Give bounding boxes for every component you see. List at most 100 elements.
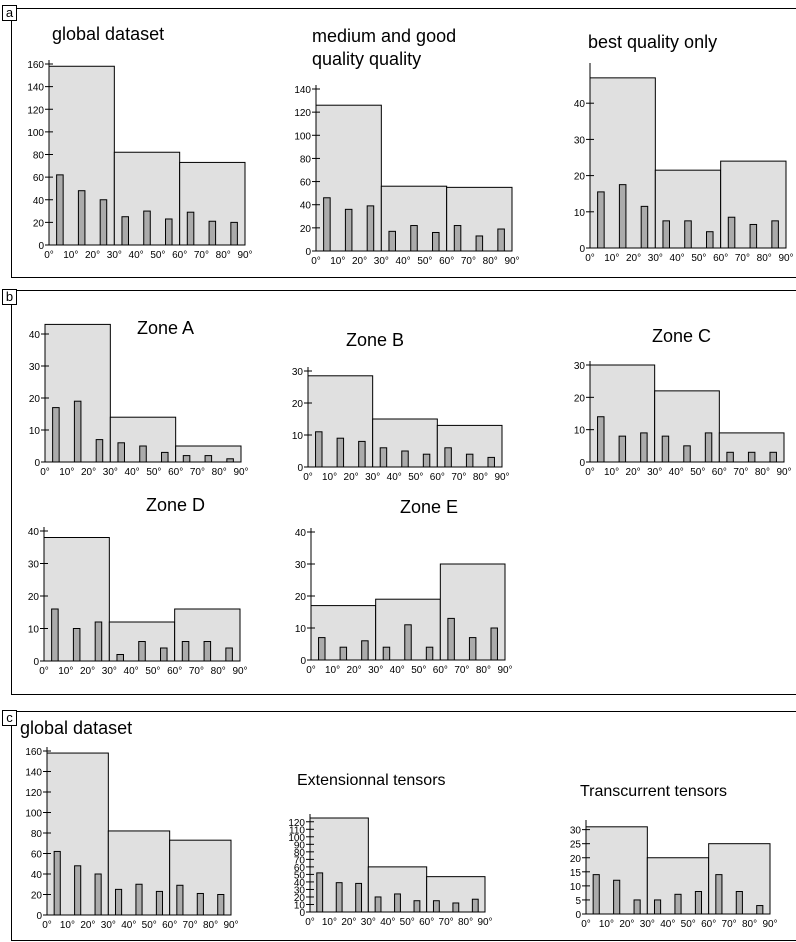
a1-y-tick-label: 20 — [33, 218, 45, 229]
c2-bar — [413, 900, 421, 913]
a2-y-tick-label: 40 — [300, 201, 312, 212]
c1-y-tick-label: 20 — [31, 891, 43, 902]
a2-y-tick-label: 20 — [300, 224, 312, 235]
b5-x-tick-label: 10° — [325, 665, 340, 676]
c1-x-tick-label: 30° — [101, 920, 116, 931]
b4-bar — [203, 641, 212, 662]
b3-x-tick-label: 20° — [626, 467, 641, 478]
b2-x-tick-label: 90° — [494, 472, 509, 483]
b4-x-tick-label: 90° — [232, 666, 247, 677]
b5-bar — [404, 624, 412, 661]
c1-bar — [176, 884, 184, 916]
a2-x-tick-label: 50° — [417, 256, 432, 267]
b2-x-tick-label: 10° — [322, 472, 337, 483]
c1-x-tick-label: 20° — [80, 920, 95, 931]
c1-x-tick-label: 40° — [121, 920, 136, 931]
a2-x-tick-label: 10° — [330, 256, 345, 267]
b2-title: Zone B — [346, 330, 404, 350]
c3-bar — [694, 891, 703, 915]
b5-x-tick-label: 0° — [306, 665, 316, 676]
c1-x-tick-label: 70° — [183, 920, 198, 931]
c2-x-tick-label: 20° — [341, 917, 356, 928]
b1-bar — [52, 407, 60, 463]
b4-y-tick-label: 10 — [28, 625, 40, 636]
c3-y-tick-label: 10 — [570, 882, 582, 893]
b5-bar — [425, 646, 434, 661]
b1-y-tick-label: 30 — [29, 362, 41, 373]
c2-bar — [335, 882, 343, 913]
a3-y-tick-label: 20 — [574, 172, 586, 183]
a1-bar — [99, 199, 108, 246]
b4-y-tick-label: 40 — [28, 527, 40, 538]
b4-x-tick-label: 70° — [189, 666, 204, 677]
a2-bar — [388, 230, 396, 252]
a2-y-tick-label: 140 — [294, 85, 311, 96]
b2-bar — [444, 447, 452, 468]
b2-y-tick-label: 0 — [297, 463, 303, 474]
b2-x-tick-label: 70° — [451, 472, 466, 483]
c1-bar — [217, 894, 225, 916]
c3-y-tick-label: 0 — [575, 910, 581, 921]
b4-bar — [181, 641, 190, 662]
c1-x-tick-label: 80° — [203, 920, 218, 931]
b5-title: Zone E — [400, 497, 458, 517]
b2-x-tick-label: 60° — [430, 472, 445, 483]
b2-y-tick-label: 30 — [292, 367, 304, 378]
c1-y-tick-label: 140 — [25, 768, 42, 779]
b5-bar — [339, 646, 348, 661]
b1-bar — [204, 455, 213, 463]
b4-bar — [94, 621, 103, 662]
b3-bar — [597, 416, 605, 463]
a2-bar — [323, 197, 331, 252]
c2-bar — [374, 896, 382, 913]
a1-x-tick-label: 0° — [44, 250, 54, 261]
a1-y-tick-label: 140 — [27, 83, 44, 94]
a1-x-tick-label: 80° — [216, 250, 231, 261]
a3-bar — [771, 220, 779, 249]
c2-x-tick-label: 10° — [322, 917, 337, 928]
c1-title: global dataset — [20, 718, 132, 738]
a1-x-tick-label: 30° — [107, 250, 122, 261]
a2-bar — [366, 205, 375, 252]
c1-y-tick-label: 80 — [31, 829, 43, 840]
a1-bar — [165, 218, 173, 246]
c1-y-tick-label: 60 — [31, 850, 43, 861]
b2-y-tick-label: 10 — [292, 431, 304, 442]
b3-x-tick-label: 10° — [604, 467, 619, 478]
b1-bar — [182, 455, 191, 463]
c2-x-tick-label: 40° — [380, 917, 395, 928]
b1-bar — [226, 458, 234, 463]
c2-y-tick-label: 20 — [294, 893, 306, 904]
b5-bar — [447, 617, 455, 661]
b5-bar — [468, 637, 477, 661]
b4-y-tick-label: 0 — [33, 657, 39, 668]
b2-bar — [315, 431, 323, 468]
a1-x-tick-label: 60° — [172, 250, 187, 261]
b3-bar — [769, 451, 777, 463]
a2-x-tick-label: 80° — [483, 256, 498, 267]
c2-bar — [452, 902, 460, 913]
c3-y-tick-label: 5 — [575, 896, 581, 907]
b2-x-tick-label: 80° — [473, 472, 488, 483]
b1-x-tick-label: 70° — [190, 467, 205, 478]
a1-x-tick-label: 40° — [129, 250, 144, 261]
a2-x-tick-label: 60° — [439, 256, 454, 267]
b4-y-tick-label: 20 — [28, 592, 40, 603]
a3-bar — [706, 231, 714, 249]
b1-y-tick-label: 20 — [29, 394, 41, 405]
panel-c-frame — [11, 711, 796, 941]
b4-x-tick-label: 60° — [167, 666, 182, 677]
a1-y-tick-label: 160 — [27, 60, 44, 71]
b5-y-tick-label: 40 — [295, 528, 307, 539]
c1-bar — [196, 892, 204, 916]
b3-y-tick-label: 10 — [574, 426, 586, 437]
a2-title: medium and good — [312, 26, 456, 46]
c3-y-tick-label: 25 — [570, 840, 582, 851]
b4-bar — [116, 654, 124, 662]
a1-title: global dataset — [52, 24, 164, 44]
c2-x-tick-label: 80° — [458, 917, 473, 928]
c3-x-tick-label: 0° — [581, 919, 591, 930]
c3-x-tick-label: 40° — [660, 919, 675, 930]
a1-bar — [77, 190, 86, 246]
